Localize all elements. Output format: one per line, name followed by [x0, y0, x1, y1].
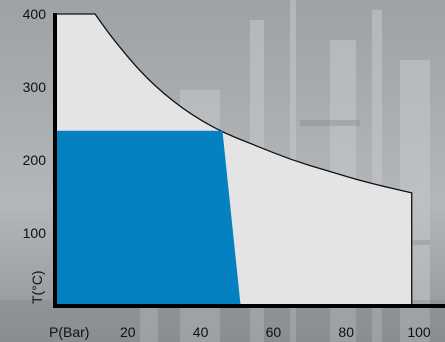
y-tick-label: 400 — [23, 6, 47, 22]
x-tick-label: 20 — [120, 324, 136, 340]
x-tick-label: 100 — [407, 324, 431, 340]
x-tick-label: 60 — [266, 324, 282, 340]
inner-block-region — [55, 130, 241, 306]
x-tick-label: 80 — [338, 324, 354, 340]
y-axis-label: T(°C) — [29, 270, 45, 304]
y-tick-label: 300 — [23, 79, 47, 95]
y-tick-label: 200 — [23, 152, 47, 168]
x-tick-label: 40 — [193, 324, 209, 340]
x-axis-label: P(Bar) — [49, 324, 89, 340]
y-tick-label: 100 — [23, 225, 47, 241]
